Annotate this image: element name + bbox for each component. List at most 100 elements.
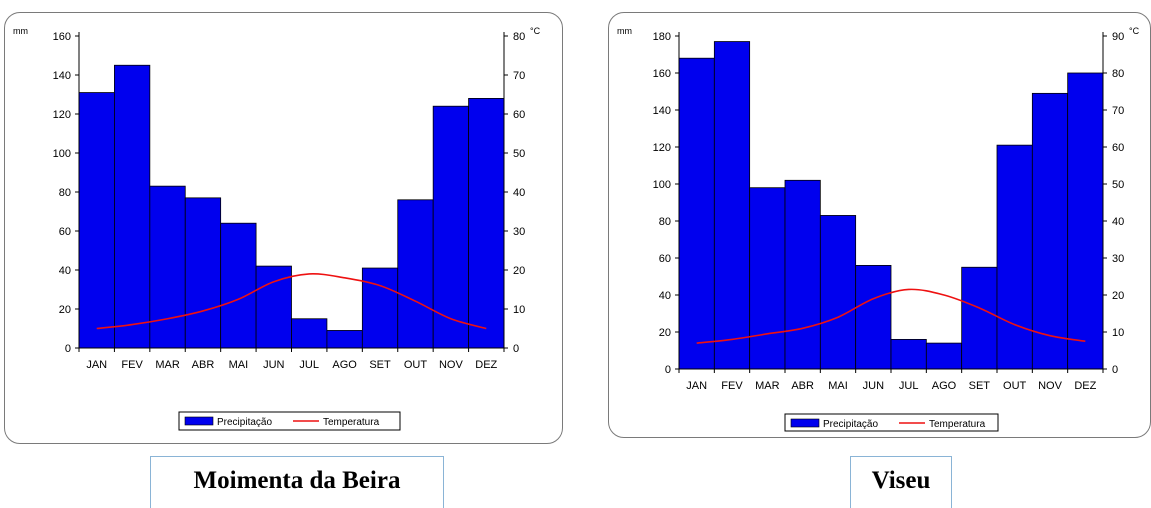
- x-tick-label: SET: [369, 359, 391, 371]
- x-tick-label: JUN: [263, 359, 284, 371]
- unit-label-mm: mm: [617, 26, 632, 36]
- y-tick-label-right: 30: [513, 226, 525, 238]
- x-tick-label: JAN: [86, 359, 107, 371]
- y-tick-label-left: 0: [665, 364, 671, 376]
- x-tick-label: NOV: [1038, 380, 1063, 392]
- y-tick-label-right: 40: [1112, 216, 1124, 228]
- y-tick-label-left: 20: [659, 327, 671, 339]
- temperature-line: [696, 288, 1086, 344]
- legend-box: [784, 413, 999, 432]
- bar-jan: [78, 92, 115, 349]
- y-tick-label-left: 60: [659, 253, 671, 265]
- x-tick-label: MAI: [229, 359, 249, 371]
- bar-jun: [255, 265, 292, 349]
- legend-box: [178, 411, 401, 431]
- bar-jul: [291, 318, 328, 349]
- bar-mai: [819, 215, 857, 370]
- y-tick-label-right: 40: [513, 187, 525, 199]
- x-tick-label: NOV: [439, 359, 464, 371]
- y-tick-label-left: 160: [53, 31, 71, 43]
- chart-panel-moimenta-da-beira: 0 20 40 60 80 100 120 140 160 0 10 20 30 40 50 60 70 80 JA…: [4, 12, 563, 444]
- bar-mar: [149, 185, 186, 349]
- y-tick-label-right: 70: [513, 70, 525, 82]
- bar-ago: [925, 342, 963, 370]
- x-tick-label: JUL: [299, 359, 319, 371]
- bar-nov: [1031, 92, 1069, 370]
- legend-swatch-precipitacao: [184, 416, 214, 426]
- bar-abr: [784, 179, 821, 370]
- y-tick-label-right: 80: [513, 31, 525, 43]
- bar-dez: [468, 98, 505, 349]
- x-tick-label: OUT: [404, 359, 428, 371]
- y-tick-label-left: 120: [53, 109, 71, 121]
- y-tick-label-left: 0: [65, 343, 71, 355]
- unit-label-mm: mm: [13, 26, 28, 36]
- y-tick-label-right: 50: [1112, 179, 1124, 191]
- x-tick-label: DEZ: [475, 359, 497, 371]
- y-tick-label-left: 40: [59, 265, 71, 277]
- bar-dez: [1067, 72, 1104, 370]
- x-tick-label: MAI: [828, 380, 848, 392]
- bar-mai: [220, 222, 257, 349]
- y-tick-label-left: 100: [53, 148, 71, 160]
- y-tick-label-right: 30: [1112, 253, 1124, 265]
- bar-jan: [678, 57, 715, 370]
- legend-label-precipitacao: Precipitação: [823, 419, 878, 430]
- y-tick-label-right: 60: [1112, 142, 1124, 154]
- x-tick-label: JUL: [899, 380, 919, 392]
- x-tick-label: DEZ: [1074, 380, 1096, 392]
- y-tick-label-right: 0: [1112, 364, 1118, 376]
- bar-mar: [749, 187, 786, 370]
- x-tick-label: FEV: [121, 359, 143, 371]
- x-tick-label: AGO: [332, 359, 357, 371]
- y-tick-label-left: 100: [653, 179, 671, 191]
- bar-abr: [184, 197, 222, 349]
- y-tick-label-right: 50: [513, 148, 525, 160]
- legend-swatch-precipitacao: [790, 418, 820, 428]
- y-tick-label-right: 20: [513, 265, 525, 277]
- x-tick-label: OUT: [1003, 380, 1027, 392]
- bar-fev: [713, 41, 751, 370]
- y-tick-label-right: 80: [1112, 68, 1124, 80]
- legend-label-precipitacao: Precipitação: [217, 417, 272, 428]
- y-tick-label-right: 10: [513, 304, 525, 316]
- x-tick-label: FEV: [721, 380, 743, 392]
- y-tick-label-right: 10: [1112, 327, 1124, 339]
- y-tick-label-left: 180: [653, 31, 671, 43]
- y-tick-label-left: 80: [659, 216, 671, 228]
- unit-label-celsius: °C: [530, 26, 541, 36]
- x-tick-label: MAR: [155, 359, 180, 371]
- y-tick-label-right: 20: [1112, 290, 1124, 302]
- bar-set: [361, 267, 399, 349]
- bar-ago: [326, 330, 363, 349]
- y-tick-label-left: 140: [653, 105, 671, 117]
- bar-fev: [114, 64, 151, 349]
- y-tick-label-left: 60: [59, 226, 71, 238]
- bar-out: [397, 199, 434, 349]
- bar-jun: [855, 264, 892, 370]
- y-tick-label-left: 140: [53, 70, 71, 82]
- bar-nov: [432, 105, 469, 349]
- y-tick-label-left: 160: [653, 68, 671, 80]
- bar-jul: [890, 338, 927, 370]
- x-tick-label: JUN: [863, 380, 884, 392]
- y-tick-label-right: 0: [513, 343, 519, 355]
- bar-set: [961, 266, 998, 370]
- x-tick-label: JAN: [686, 380, 707, 392]
- y-tick-label-left: 40: [659, 290, 671, 302]
- x-tick-label: AGO: [932, 380, 957, 392]
- temperature-line: [96, 273, 487, 330]
- x-tick-label: ABR: [192, 359, 215, 371]
- x-tick-label: SET: [969, 380, 991, 392]
- y-tick-label-right: 90: [1112, 31, 1124, 43]
- legend-label-temperatura: Temperatura: [929, 419, 986, 430]
- x-tick-label: ABR: [791, 380, 814, 392]
- caption-viseu: Viseu: [850, 456, 952, 508]
- climograph-moimenta-da-beira: 0 20 40 60 80 100 120 140 160 0 10 20 30 40 50 60 70 80 JA…: [13, 26, 541, 431]
- y-tick-label-left: 20: [59, 304, 71, 316]
- y-tick-label-right: 70: [1112, 105, 1124, 117]
- x-tick-label: MAR: [755, 380, 780, 392]
- caption-moimenta-da-beira: Moimenta da Beira: [150, 456, 444, 508]
- climograph-viseu: 0 20 40 60 80 100 120 140 160 180 0 10 20 30 40 50 60 70 8…: [617, 26, 1140, 432]
- unit-label-celsius: °C: [1129, 26, 1140, 36]
